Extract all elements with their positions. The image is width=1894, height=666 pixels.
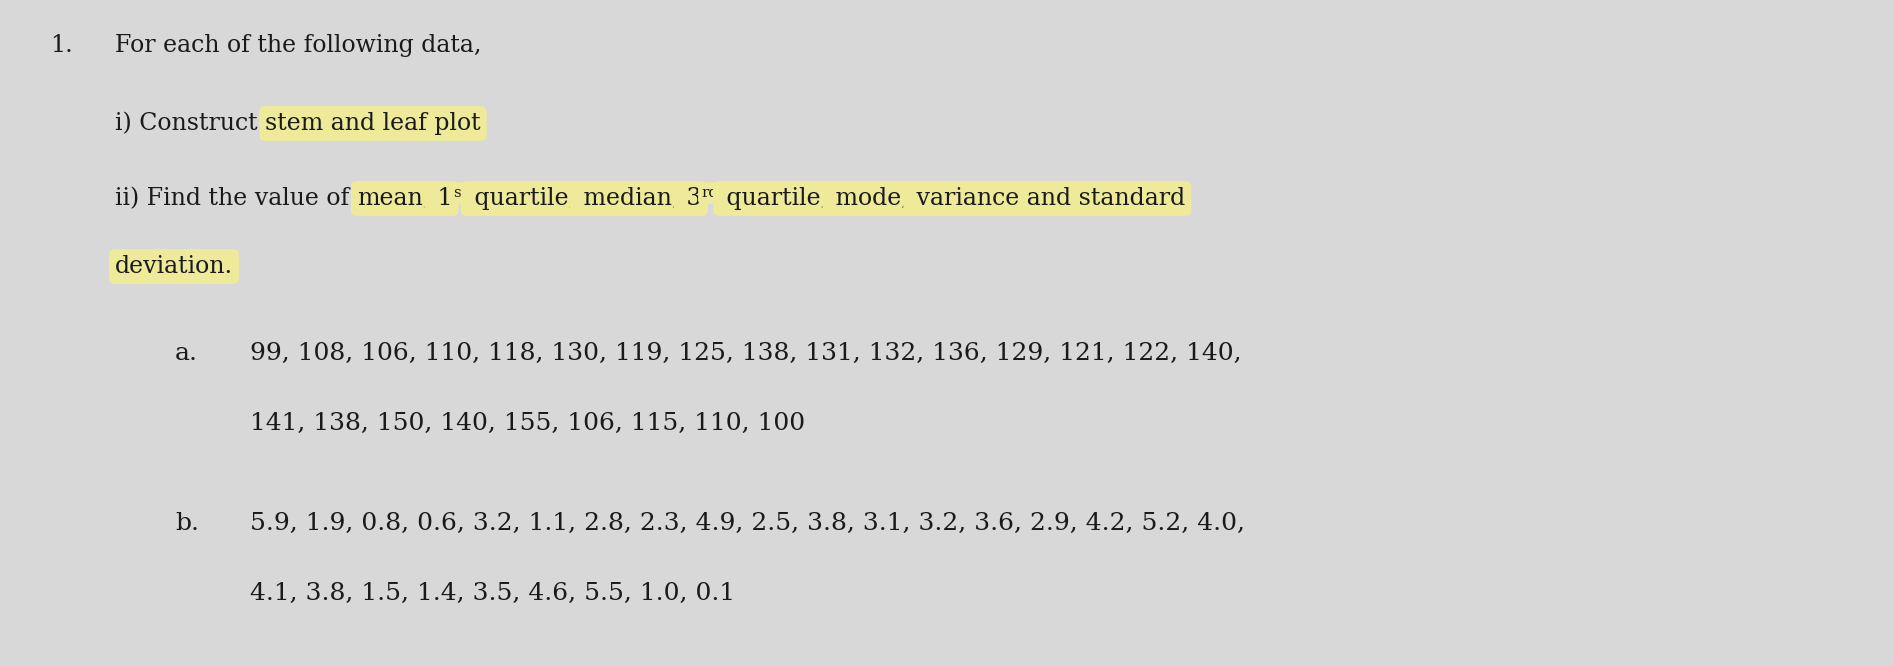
Text: b.: b. bbox=[174, 512, 199, 535]
Text: For each of the following data,: For each of the following data, bbox=[116, 34, 481, 57]
Text: 141, 138, 150, 140, 155, 106, 115, 110, 100: 141, 138, 150, 140, 155, 106, 115, 110, … bbox=[250, 412, 805, 435]
Text: rd: rd bbox=[703, 186, 720, 200]
Text: stem and leaf plot: stem and leaf plot bbox=[265, 112, 481, 135]
Text: ii) Find the value of: ii) Find the value of bbox=[116, 187, 356, 210]
Text: median,: median, bbox=[576, 187, 680, 210]
Text: variance and standard: variance and standard bbox=[909, 187, 1186, 210]
Text: 4.1, 3.8, 1.5, 1.4, 3.5, 4.6, 5.5, 1.0, 0.1: 4.1, 3.8, 1.5, 1.4, 3.5, 4.6, 5.5, 1.0, … bbox=[250, 582, 735, 605]
Text: st: st bbox=[453, 186, 466, 200]
Text: 1: 1 bbox=[430, 187, 453, 210]
Text: 3: 3 bbox=[680, 187, 703, 210]
Text: 5.9, 1.9, 0.8, 0.6, 3.2, 1.1, 2.8, 2.3, 4.9, 2.5, 3.8, 3.1, 3.2, 3.6, 2.9, 4.2, : 5.9, 1.9, 0.8, 0.6, 3.2, 1.1, 2.8, 2.3, … bbox=[250, 512, 1244, 535]
Text: mode,: mode, bbox=[828, 187, 909, 210]
Text: mean,: mean, bbox=[356, 187, 430, 210]
Text: deviation.: deviation. bbox=[116, 255, 233, 278]
Text: quartile,: quartile, bbox=[466, 187, 576, 210]
Text: a.: a. bbox=[174, 342, 199, 365]
Text: 99, 108, 106, 110, 118, 130, 119, 125, 138, 131, 132, 136, 129, 121, 122, 140,: 99, 108, 106, 110, 118, 130, 119, 125, 1… bbox=[250, 342, 1242, 365]
Text: 1.: 1. bbox=[49, 34, 72, 57]
Text: quartile,: quartile, bbox=[720, 187, 828, 210]
Text: i) Construct: i) Construct bbox=[116, 112, 265, 135]
